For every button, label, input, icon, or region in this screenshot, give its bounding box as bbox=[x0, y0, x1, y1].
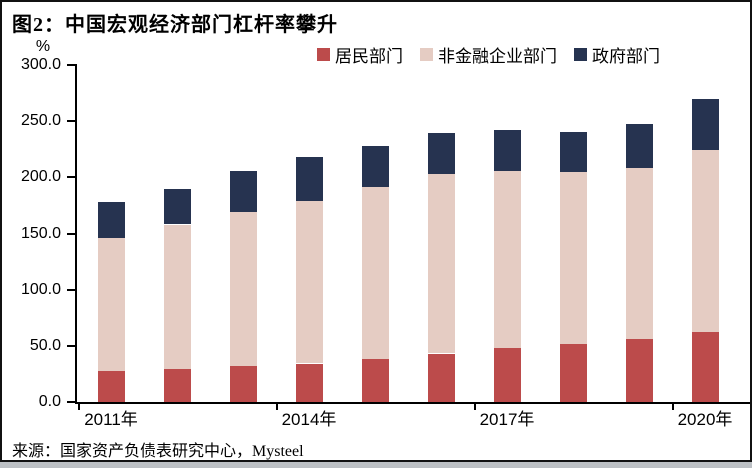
bar-segment-2011年-政府部门 bbox=[97, 201, 125, 238]
bar-segment-2019年-非金融企业部门 bbox=[625, 167, 653, 340]
y-axis-tick bbox=[67, 120, 77, 123]
x-axis-tick bbox=[672, 404, 674, 410]
y-axis-tick bbox=[67, 344, 77, 347]
bar-segment-2016年-居民部门 bbox=[427, 353, 455, 402]
legend-label-nonfinancial-corporate: 非金融企业部门 bbox=[438, 47, 557, 66]
y-axis-tick bbox=[67, 176, 77, 179]
legend: 居民部门 非金融企业部门 政府部门 bbox=[317, 42, 660, 67]
bar-segment-2011年-非金融企业部门 bbox=[97, 237, 125, 371]
bar-segment-2011年-居民部门 bbox=[97, 370, 125, 402]
bar-segment-2019年-政府部门 bbox=[625, 123, 653, 168]
bar-segment-2020年-非金融企业部门 bbox=[691, 149, 719, 333]
bar-segment-2020年-政府部门 bbox=[691, 98, 719, 150]
y-axis-tick bbox=[67, 232, 77, 235]
bar-segment-2017年-政府部门 bbox=[493, 129, 521, 172]
bar-segment-2017年-居民部门 bbox=[493, 347, 521, 402]
bar-segment-2018年-非金融企业部门 bbox=[559, 172, 587, 345]
legend-item-government: 政府部门 bbox=[574, 42, 660, 67]
bar-segment-2012年-居民部门 bbox=[163, 368, 191, 402]
y-axis-tick bbox=[67, 64, 77, 66]
x-axis-tick bbox=[78, 404, 80, 410]
bar-segment-2016年-政府部门 bbox=[427, 132, 455, 175]
bar-segment-2014年-政府部门 bbox=[295, 156, 323, 202]
x-tick-label: 2020年 bbox=[677, 410, 733, 429]
bar-segment-2020年-居民部门 bbox=[691, 332, 719, 402]
x-axis-tick bbox=[276, 404, 278, 410]
chart-title: 图2：中国宏观经济部门杠杆率攀升 bbox=[12, 14, 338, 36]
y-tick-label: 50.0 bbox=[29, 336, 61, 354]
legend-item-household: 居民部门 bbox=[317, 42, 403, 67]
y-tick-label: 200.0 bbox=[20, 168, 61, 186]
bar-segment-2013年-非金融企业部门 bbox=[229, 212, 257, 367]
y-tick-label: 100.0 bbox=[20, 280, 61, 298]
legend-label-government: 政府部门 bbox=[592, 47, 660, 66]
bar-segment-2012年-政府部门 bbox=[163, 188, 191, 225]
bar-segment-2014年-非金融企业部门 bbox=[295, 201, 323, 364]
x-tick-label: 2014年 bbox=[281, 410, 337, 429]
bar-segment-2019年-居民部门 bbox=[625, 339, 653, 402]
legend-marker-household-icon bbox=[317, 48, 330, 61]
source-note: 来源：国家资产负债表研究中心，Mysteel bbox=[12, 443, 304, 460]
y-axis-tick bbox=[67, 288, 77, 291]
y-axis-unit-label: % bbox=[35, 38, 51, 55]
bar-segment-2012年-非金融企业部门 bbox=[163, 224, 191, 369]
legend-marker-government-icon bbox=[574, 48, 587, 61]
x-tick-label: 2017年 bbox=[479, 410, 535, 429]
bar-segment-2015年-政府部门 bbox=[361, 146, 389, 188]
bar-segment-2013年-居民部门 bbox=[229, 366, 257, 402]
y-tick-label: 150.0 bbox=[20, 224, 61, 242]
bar-segment-2018年-政府部门 bbox=[559, 131, 587, 173]
y-tick-label: 300.0 bbox=[20, 56, 61, 73]
x-axis-tick bbox=[474, 404, 476, 410]
y-tick-label: 250.0 bbox=[20, 112, 61, 130]
bar-segment-2018年-居民部门 bbox=[559, 344, 587, 402]
bar-segment-2014年-居民部门 bbox=[295, 363, 323, 402]
legend-label-household: 居民部门 bbox=[335, 47, 403, 66]
x-tick-label: 2011年 bbox=[84, 410, 138, 429]
legend-marker-nonfinancial-corporate-icon bbox=[420, 48, 433, 61]
y-tick-label: 0.0 bbox=[38, 393, 61, 410]
bar-segment-2017年-非金融企业部门 bbox=[493, 171, 521, 348]
window-edge-strip bbox=[0, 462, 752, 468]
bar-segment-2013年-政府部门 bbox=[229, 170, 257, 213]
bar-segment-2015年-非金融企业部门 bbox=[361, 187, 389, 359]
bar-segment-2016年-非金融企业部门 bbox=[427, 174, 455, 354]
x-axis-line bbox=[75, 402, 750, 404]
y-axis-line bbox=[75, 65, 77, 404]
y-axis-tick bbox=[67, 401, 77, 403]
legend-item-nonfinancial-corporate: 非金融企业部门 bbox=[420, 42, 557, 67]
bar-segment-2015年-居民部门 bbox=[361, 358, 389, 402]
